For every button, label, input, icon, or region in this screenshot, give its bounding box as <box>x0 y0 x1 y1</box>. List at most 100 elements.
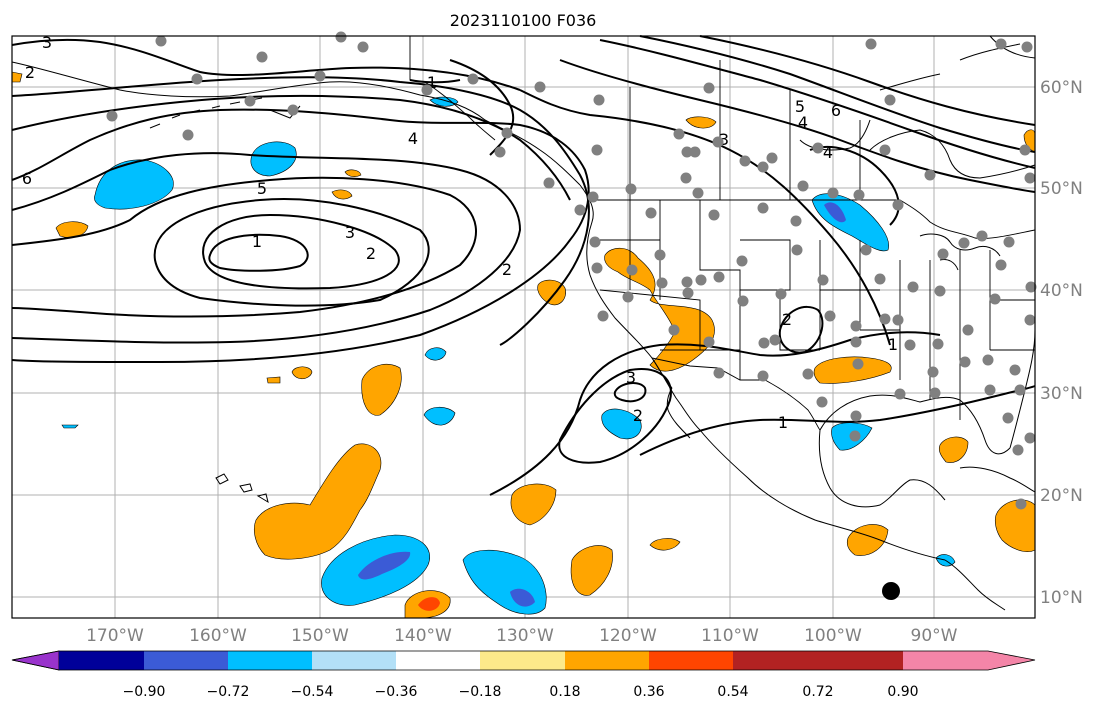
contour-1-low <box>208 233 309 272</box>
station-marker <box>534 81 546 93</box>
station-marker <box>155 35 167 47</box>
station-marker <box>703 336 715 348</box>
station-marker <box>934 285 946 297</box>
coast-yucatan <box>818 429 946 508</box>
coast-mexico-west <box>699 429 946 561</box>
colorbar-outline <box>11 650 1036 671</box>
shade-pos-mid4 <box>649 538 681 551</box>
shade-neg-small <box>61 424 79 429</box>
station-marker <box>924 169 936 181</box>
station-marker <box>357 41 369 53</box>
station-marker <box>1019 144 1031 156</box>
station-marker <box>962 324 974 336</box>
shade-pos-pac-mid <box>331 189 353 200</box>
shade-pos-pac5 <box>266 376 281 384</box>
station-marker <box>626 264 638 276</box>
station-marker <box>287 104 299 116</box>
station-marker <box>543 177 555 189</box>
station-marker <box>106 110 118 122</box>
contour-5 <box>11 152 522 344</box>
station-marker <box>421 84 433 96</box>
station-marker <box>758 337 770 349</box>
shade-pos-midsouth <box>813 356 892 384</box>
station-marker <box>708 209 720 221</box>
colorbar-bin-6 <box>480 651 565 670</box>
contour-label-2d: 2 <box>782 310 792 329</box>
contour-3-alaska <box>449 59 515 156</box>
station-marker <box>827 187 839 199</box>
shade-pos-florida <box>938 436 969 463</box>
station-marker <box>597 310 609 322</box>
station-marker <box>467 73 479 85</box>
station-marker <box>589 236 601 248</box>
station-marker <box>850 410 862 422</box>
contour-label-6b: 6 <box>831 101 841 120</box>
station-marker <box>1025 281 1037 293</box>
station-marker <box>622 291 634 303</box>
station-marker <box>695 274 707 286</box>
colorbar-bin-9b <box>818 651 903 670</box>
border-us-canada <box>592 199 1036 239</box>
station-marker <box>593 94 605 106</box>
station-marker <box>879 313 891 325</box>
contour-label-4b: 4 <box>798 113 808 132</box>
contour-label-2c: 2 <box>502 260 512 279</box>
station-marker <box>689 146 701 158</box>
contour-label-2e: 2 <box>633 406 643 425</box>
colorbar-tick-3: −0.54 <box>291 684 334 700</box>
station-marker <box>989 293 1001 305</box>
longitude-labels: 170°W 160°W 150°W 140°W 130°W 120°W 110°… <box>86 626 958 646</box>
station-marker <box>849 430 861 442</box>
station-marker <box>625 183 637 195</box>
station-marker <box>852 358 864 370</box>
coast-cuba <box>959 466 1036 493</box>
station-marker <box>879 144 891 156</box>
shade-pos-pac3 <box>361 364 402 416</box>
contour-2-low <box>202 213 400 290</box>
colorbar: −0.90 −0.72 −0.54 −0.36 −0.18 0.18 0.36 … <box>11 650 1036 700</box>
contour-canada-1 <box>519 89 891 346</box>
shade-pos-pac4 <box>291 366 313 380</box>
shade-pos-mid3 <box>570 545 613 596</box>
station-marker <box>816 396 828 408</box>
contour-label-3b: 3 <box>42 33 52 52</box>
station-marker <box>713 271 725 283</box>
station-marker <box>984 384 996 396</box>
station-marker <box>680 172 692 184</box>
shade-pos-ca-coast <box>537 279 566 306</box>
lon-label-160w: 160°W <box>189 626 247 646</box>
coast-alaska-south <box>11 61 581 186</box>
station-marker <box>766 152 778 164</box>
station-marker <box>791 244 803 256</box>
map-title: 2023110100 F036 <box>450 11 597 30</box>
contour-1-north <box>409 79 461 84</box>
contour-labels: 1 2 3 4 5 6 2 3 1 2 3 5 4 6 4 2 1 3 2 1 <box>22 33 898 432</box>
station-markers <box>106 31 1037 510</box>
shade-pos-swus <box>604 247 715 372</box>
lat-label-40n: 40°N <box>1040 281 1083 301</box>
colorbar-tick-5: −0.18 <box>459 684 502 700</box>
coastlines <box>11 35 1036 611</box>
station-marker <box>244 95 256 107</box>
coast-central-america <box>944 559 1006 611</box>
coast-hudson <box>869 129 1036 179</box>
station-marker <box>668 324 680 336</box>
station-marker <box>1015 498 1027 510</box>
coast-canada-north <box>799 43 1021 151</box>
station-marker <box>654 249 666 261</box>
shade-pos-south-core <box>418 597 440 611</box>
contour-2-high <box>778 305 824 354</box>
station-marker <box>927 366 939 378</box>
shade-neg-baja <box>601 408 642 440</box>
colorbar-tick-6: 0.18 <box>549 684 580 700</box>
station-marker <box>682 287 694 299</box>
station-marker <box>1024 432 1036 444</box>
shade-pos-mid2 <box>510 483 557 526</box>
contour-3-baja <box>558 368 672 464</box>
station-marker <box>892 314 904 326</box>
contour-label-1b: 1 <box>427 73 437 92</box>
shade-pos-ak1 <box>685 116 717 129</box>
shade-neg-aleutian <box>94 159 174 210</box>
contour-label-4a: 4 <box>408 129 418 148</box>
station-marker <box>712 136 724 148</box>
